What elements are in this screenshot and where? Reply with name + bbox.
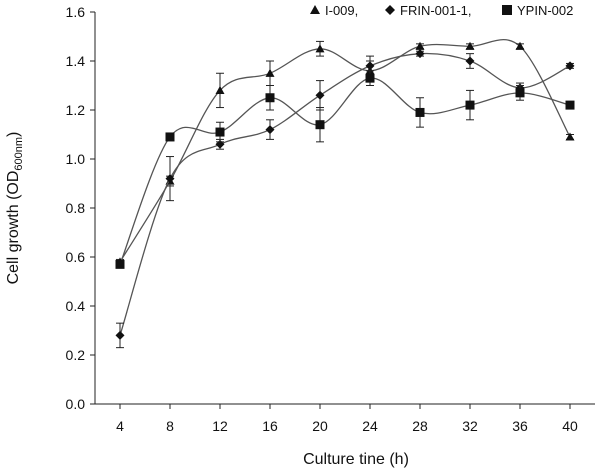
- y-axis-title-subscript: 600nm: [13, 137, 25, 171]
- series-diamond: [115, 49, 575, 349]
- x-tick-label: 12: [212, 418, 228, 434]
- legend: I-009, FRIN-001-1, YPIN-002: [310, 3, 573, 18]
- data-point: [415, 49, 425, 59]
- data-point: [465, 41, 475, 50]
- x-tick-label: 24: [362, 418, 378, 434]
- data-point: [215, 127, 225, 137]
- y-tick-label: 1.2: [66, 102, 86, 118]
- data-point: [565, 61, 575, 71]
- legend-item: FRIN-001-1,: [385, 3, 472, 18]
- y-tick-label: 0.6: [66, 249, 86, 265]
- x-tick-label: 4: [116, 418, 124, 434]
- data-point: [515, 88, 525, 98]
- data-point: [415, 41, 425, 50]
- y-axis-title: Cell growth (OD600nm): [5, 132, 25, 285]
- data-point: [465, 100, 475, 110]
- x-tick-label: 8: [166, 418, 174, 434]
- y-axis-title-tail: ): [5, 132, 22, 137]
- legend-marker: [310, 5, 320, 14]
- data-point: [165, 174, 175, 184]
- data-point: [365, 73, 375, 83]
- y-tick-label: 1.6: [66, 4, 86, 20]
- series-line: [119, 39, 571, 263]
- data-point: [315, 90, 325, 100]
- series-line: [119, 77, 571, 265]
- y-axis-title-main: Cell growth (OD: [5, 171, 22, 285]
- x-tick-label: 32: [462, 418, 478, 434]
- data-point: [565, 132, 575, 141]
- data-point: [365, 61, 375, 71]
- plot-area: [115, 39, 575, 349]
- data-point: [315, 44, 325, 53]
- legend-marker: [385, 5, 395, 15]
- x-tick-label: 20: [312, 418, 328, 434]
- x-tick-label: 36: [512, 418, 528, 434]
- data-point: [265, 93, 275, 103]
- legend-item: YPIN-002: [502, 3, 573, 18]
- y-tick-label: 1.4: [66, 53, 86, 69]
- data-point: [215, 85, 225, 94]
- y-tick-label: 0.2: [66, 347, 86, 363]
- legend-item: I-009,: [310, 3, 358, 18]
- legend-label: I-009,: [325, 3, 358, 18]
- data-point: [415, 107, 425, 117]
- x-tick-label: 16: [262, 418, 278, 434]
- x-tick-label: 28: [412, 418, 428, 434]
- x-axis-title: Culture tine (h): [303, 451, 409, 468]
- data-point: [315, 120, 325, 130]
- y-tick-label: 0.4: [66, 298, 86, 314]
- data-point: [115, 330, 125, 340]
- x-tick-label: 40: [562, 418, 578, 434]
- y-tick-label: 0.8: [66, 200, 86, 216]
- series-triangle: [115, 39, 575, 266]
- data-point: [165, 132, 175, 142]
- legend-label: FRIN-001-1,: [400, 3, 472, 18]
- data-point: [265, 125, 275, 135]
- series-square: [115, 70, 575, 269]
- y-tick-label: 0.0: [66, 396, 86, 412]
- data-point: [465, 56, 475, 66]
- legend-marker: [502, 5, 512, 15]
- axes: 0.0 0.2 0.4 0.6 0.8 1.0 1.2 1.4 1.6 4 8 12 16 20 24 28 3…: [66, 4, 595, 434]
- legend-label: YPIN-002: [517, 3, 573, 18]
- data-point: [565, 100, 575, 110]
- y-tick-label: 1.0: [66, 151, 86, 167]
- data-point: [515, 41, 525, 50]
- data-point: [265, 68, 275, 77]
- data-point: [115, 259, 125, 269]
